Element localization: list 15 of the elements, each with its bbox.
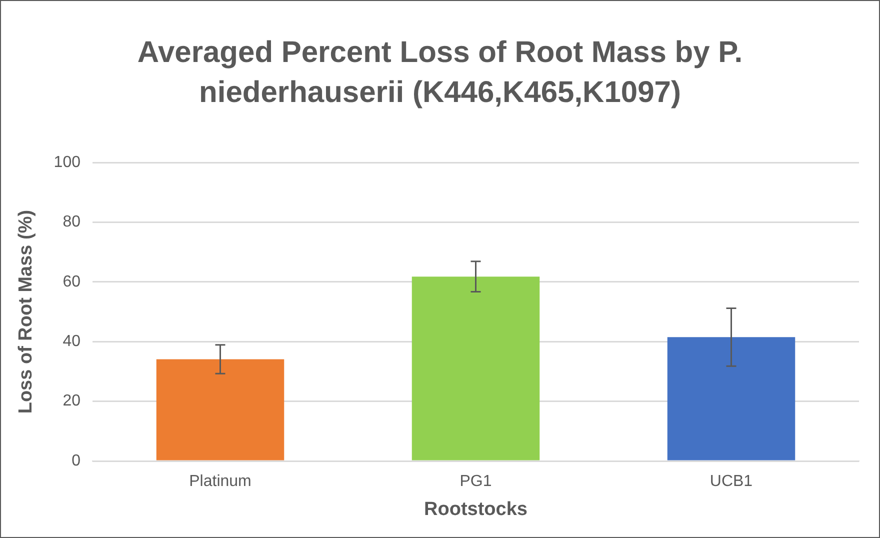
y-tick-label: 20 [62, 392, 81, 410]
bar [667, 337, 796, 460]
x-tick-label: UCB1 [710, 473, 753, 490]
y-tick-label: 40 [62, 333, 81, 350]
y-tick-label: 0 [72, 452, 81, 470]
y-axis-title: Loss of Root Mass (%) [16, 210, 37, 414]
y-tick-label: 100 [54, 154, 81, 172]
x-axis-title: Rootstocks [424, 498, 528, 520]
y-tick-label: 60 [62, 273, 81, 290]
bar [156, 359, 284, 460]
chart-title: Averaged Percent Loss of Root Mass by P. niederhauserii (K446,K465,K1097) [136, 35, 744, 111]
y-tick-label: 80 [62, 214, 81, 231]
bar [412, 276, 540, 460]
x-tick-label: PG1 [460, 473, 492, 490]
x-tick-label: Platinum [189, 473, 252, 490]
